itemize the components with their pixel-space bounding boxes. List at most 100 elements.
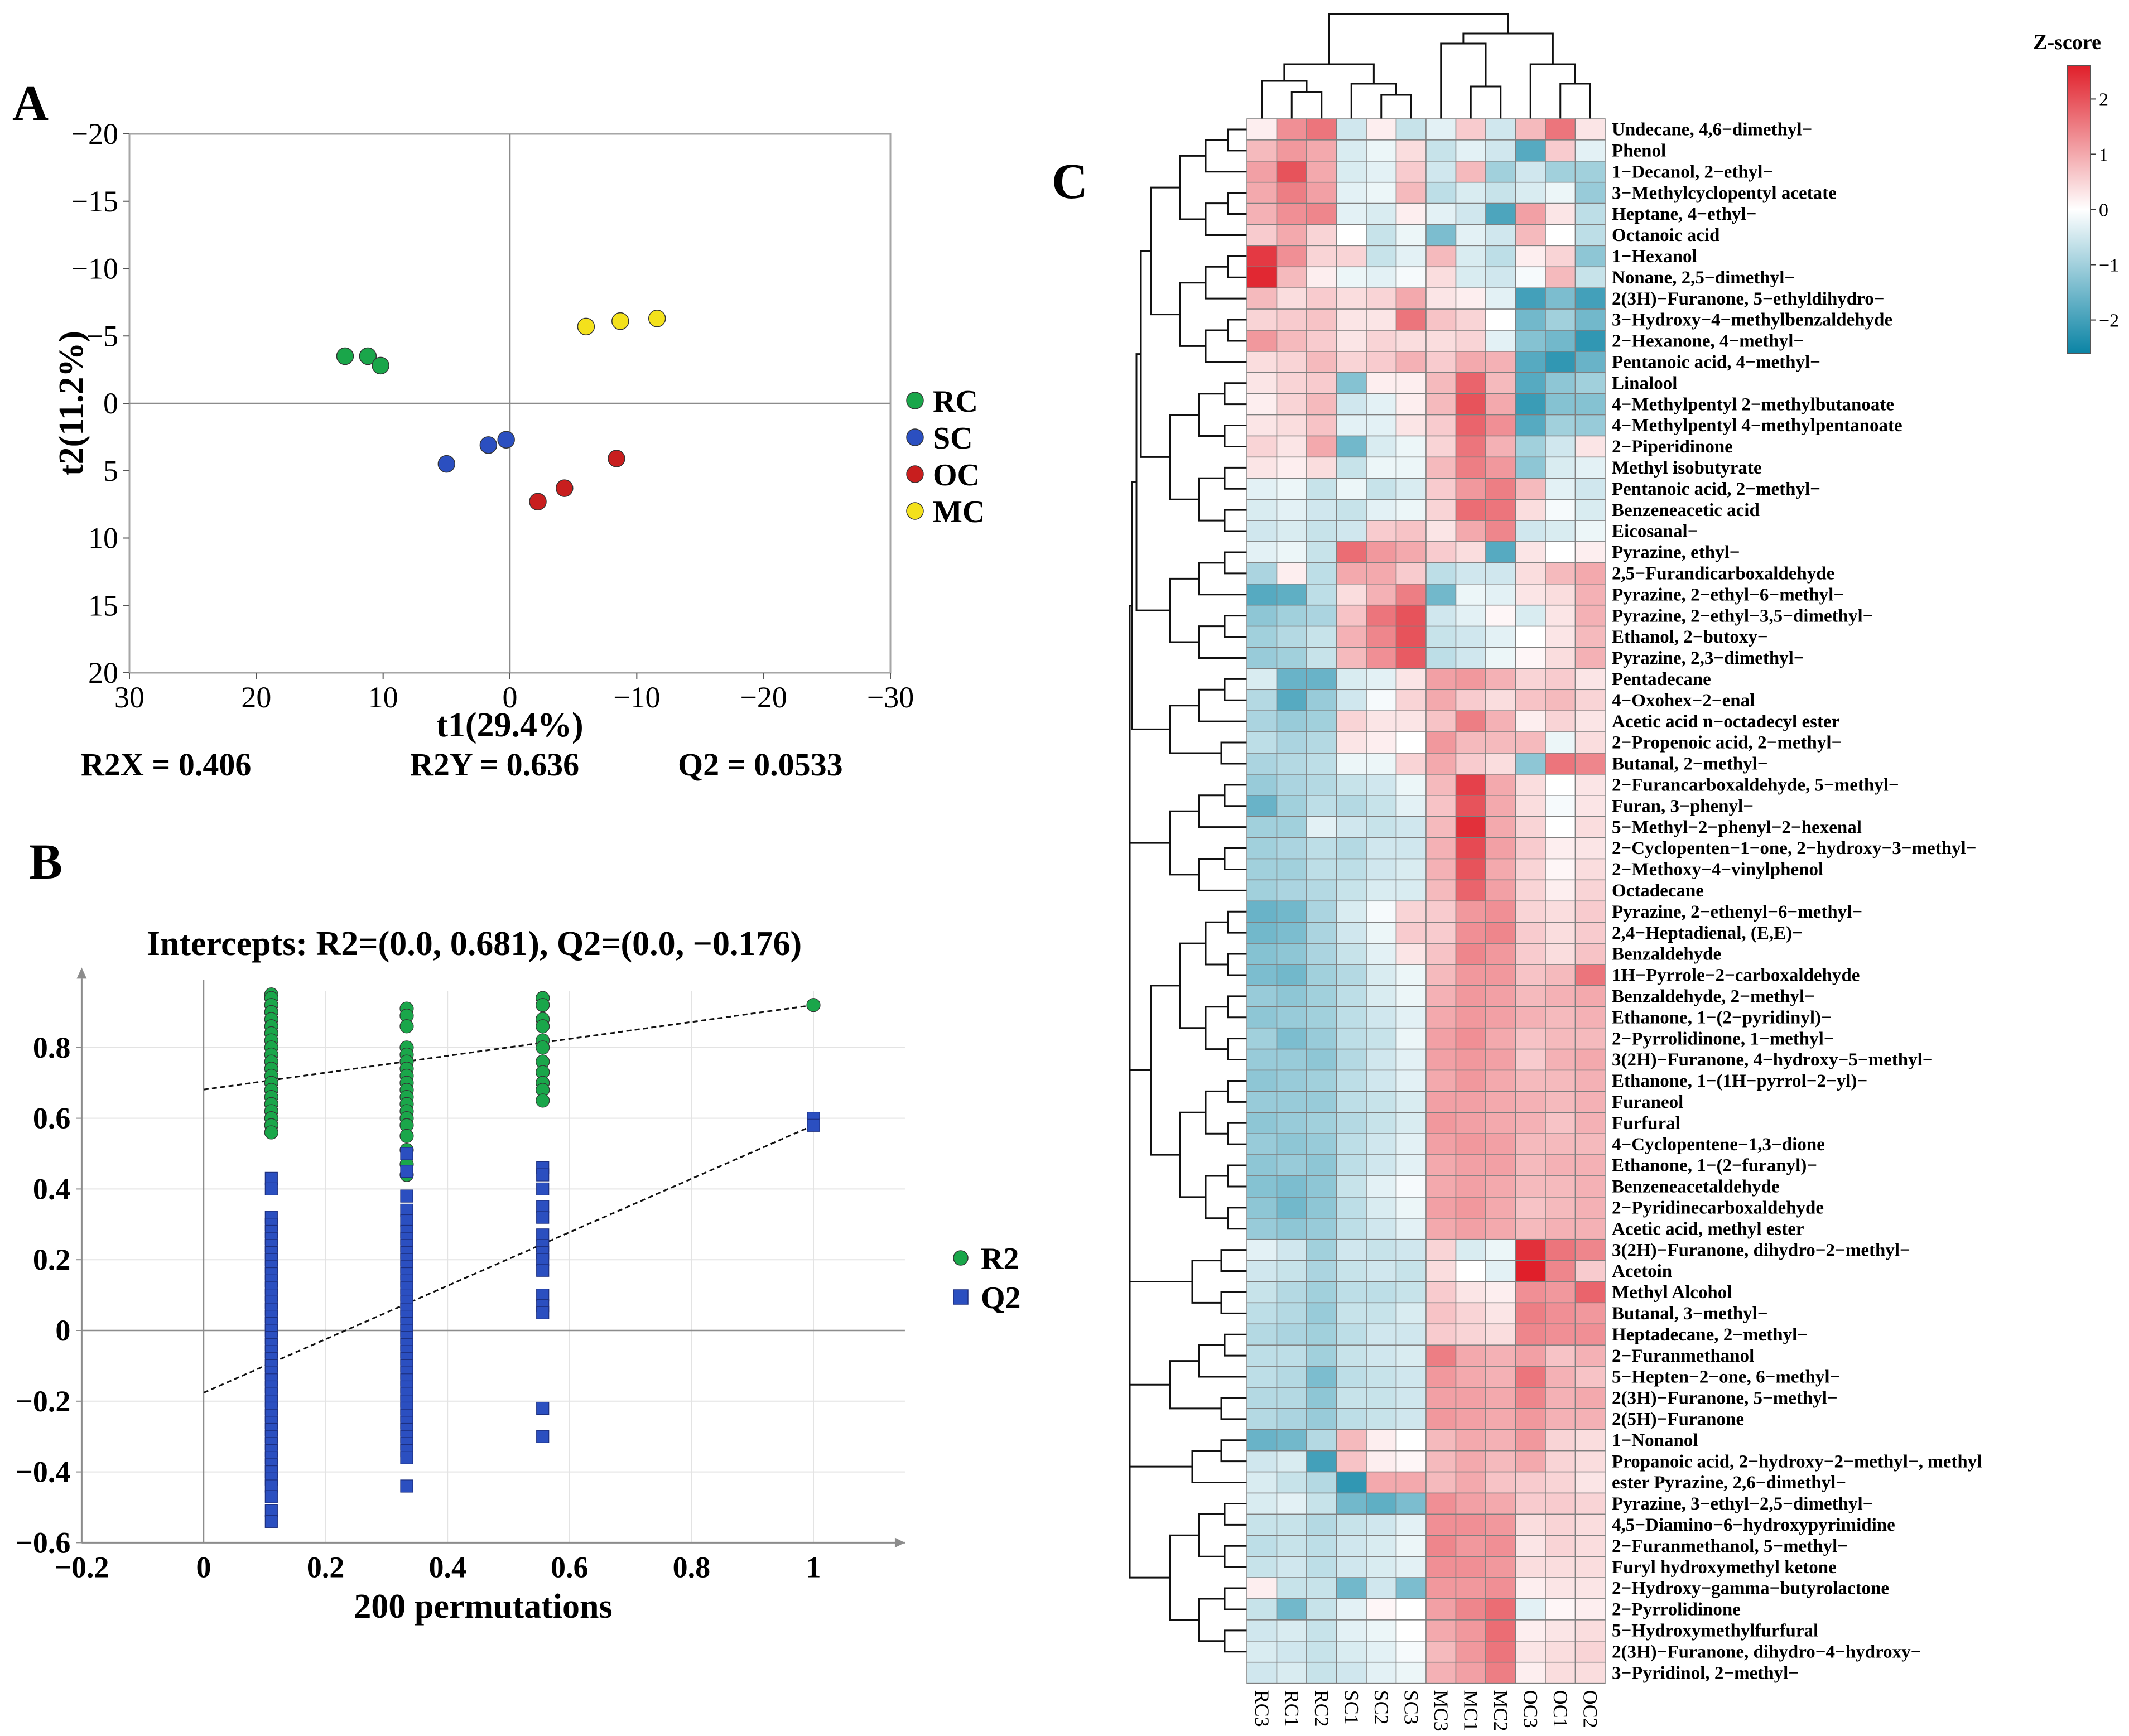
heatmap-cell [1276,1661,1307,1684]
heatmap-cell [1485,1027,1516,1050]
heatmap-cell [1336,1069,1367,1092]
heatmap-cell [1395,372,1427,394]
heatmap-cell [1276,1323,1307,1346]
heatmap-cell [1515,1387,1546,1409]
heatmap-cell [1336,287,1367,310]
dendrogram-branch [1227,319,1247,342]
heatmap-cell [1574,266,1606,288]
heatmap-cell [1425,266,1457,288]
dendrogram-branch [1198,562,1247,596]
heatmap-cell [1306,689,1337,711]
dendrogram-branch [1220,1291,1247,1314]
heatmap-cell [1336,604,1367,627]
heatmap-cell [1366,922,1397,944]
row-label: Ethanol, 2−butoxy− [1612,627,1768,647]
zscore-title: Z-score [2033,31,2101,54]
column-label: MC3 [1430,1690,1452,1732]
heatmap-cell [1276,1133,1307,1155]
heatmap-cell [1545,604,1576,627]
heatmap-cell [1574,710,1606,732]
point-oc [608,450,625,467]
heatmap-cell [1515,1408,1546,1430]
heatmap-cell [1574,689,1606,711]
heatmap-cell [1246,562,1278,585]
dendrogram-branch [1227,1164,1247,1188]
heatmap-cell [1306,330,1337,352]
zscore-tick-label: −2 [2099,311,2119,331]
heatmap-cell [1515,499,1546,521]
point-r2 [536,1093,550,1108]
panel-a-x-tick-label: 30 [114,681,144,714]
heatmap-cell [1545,1197,1576,1219]
heatmap-cell [1395,943,1427,965]
heatmap-cell [1306,414,1337,437]
heatmap-cell [1545,456,1576,479]
heatmap-cell [1246,774,1278,796]
dendrogram-branch [1131,481,1170,730]
zscore-tick-label: 2 [2099,89,2108,110]
panel-b-x-axis-label: 200 permutations [354,1588,612,1626]
heatmap-cell [1425,625,1457,648]
heatmap-cell [1395,625,1427,648]
dendrogram-branch [1205,921,1228,966]
heatmap-cell [1306,858,1337,881]
heatmap-cell [1574,1154,1606,1176]
heatmap-cell [1306,202,1337,225]
point-rc [336,347,354,365]
heatmap-cell [1336,562,1367,585]
heatmap-cell [1545,879,1576,902]
dendrogram-branch [1129,1352,1170,1579]
heatmap-cell [1455,224,1486,247]
heatmap-cell [1455,985,1486,1007]
panel-a-y-tick-label: 15 [88,589,118,622]
dendrogram-branch [1227,1079,1247,1103]
legend-label-mc: MC [933,495,985,529]
dendrogram-branch [1198,625,1247,659]
row-label: Ethanone, 1−(2−pyridinyl)− [1612,1007,1832,1028]
dendrogram-branch [1227,128,1247,152]
heatmap-cell [1545,541,1576,563]
heatmap-cell [1485,816,1516,838]
heatmap-cell [1395,668,1427,691]
heatmap-cell [1455,1154,1486,1176]
heatmap-cell [1306,351,1337,373]
heatmap-cell [1455,1641,1486,1663]
heatmap-cell [1336,837,1367,860]
heatmap-cell [1574,245,1606,268]
heatmap-cell [1395,287,1427,310]
heatmap-cell [1306,753,1337,775]
heatmap-cell [1336,1513,1367,1536]
heatmap-cell [1545,161,1576,183]
heatmap-cell [1515,1091,1546,1113]
heatmap-cell [1515,330,1546,352]
heatmap-cell [1306,161,1337,183]
heatmap-cell [1306,943,1337,965]
heatmap-cell [1455,520,1486,542]
panel-a-y-tick-label: 20 [88,656,118,689]
heatmap-cell [1545,499,1576,521]
heatmap-cell [1366,816,1397,838]
point-q2 [807,1118,820,1132]
heatmap-cell [1515,625,1546,648]
heatmap-cell [1366,202,1397,225]
heatmap-cell [1485,604,1516,627]
heatmap-cell [1246,985,1278,1007]
heatmap-cell [1545,414,1576,437]
heatmap-cell [1574,1598,1606,1621]
heatmap-cell [1574,879,1606,902]
heatmap-cell [1395,414,1427,437]
heatmap-cell [1246,753,1278,775]
heatmap-cell [1574,1450,1606,1473]
heatmap-cell [1515,795,1546,817]
heatmap-cell [1246,1006,1278,1029]
heatmap-cell [1276,731,1307,754]
heatmap-cell [1246,879,1278,902]
heatmap-cell [1395,1281,1427,1304]
heatmap-cell [1485,1535,1516,1557]
heatmap-cell [1515,858,1546,881]
heatmap-cell [1395,118,1427,141]
heatmap-cell [1395,266,1427,288]
heatmap-cell [1366,1366,1397,1388]
heatmap-cell [1395,1619,1427,1642]
